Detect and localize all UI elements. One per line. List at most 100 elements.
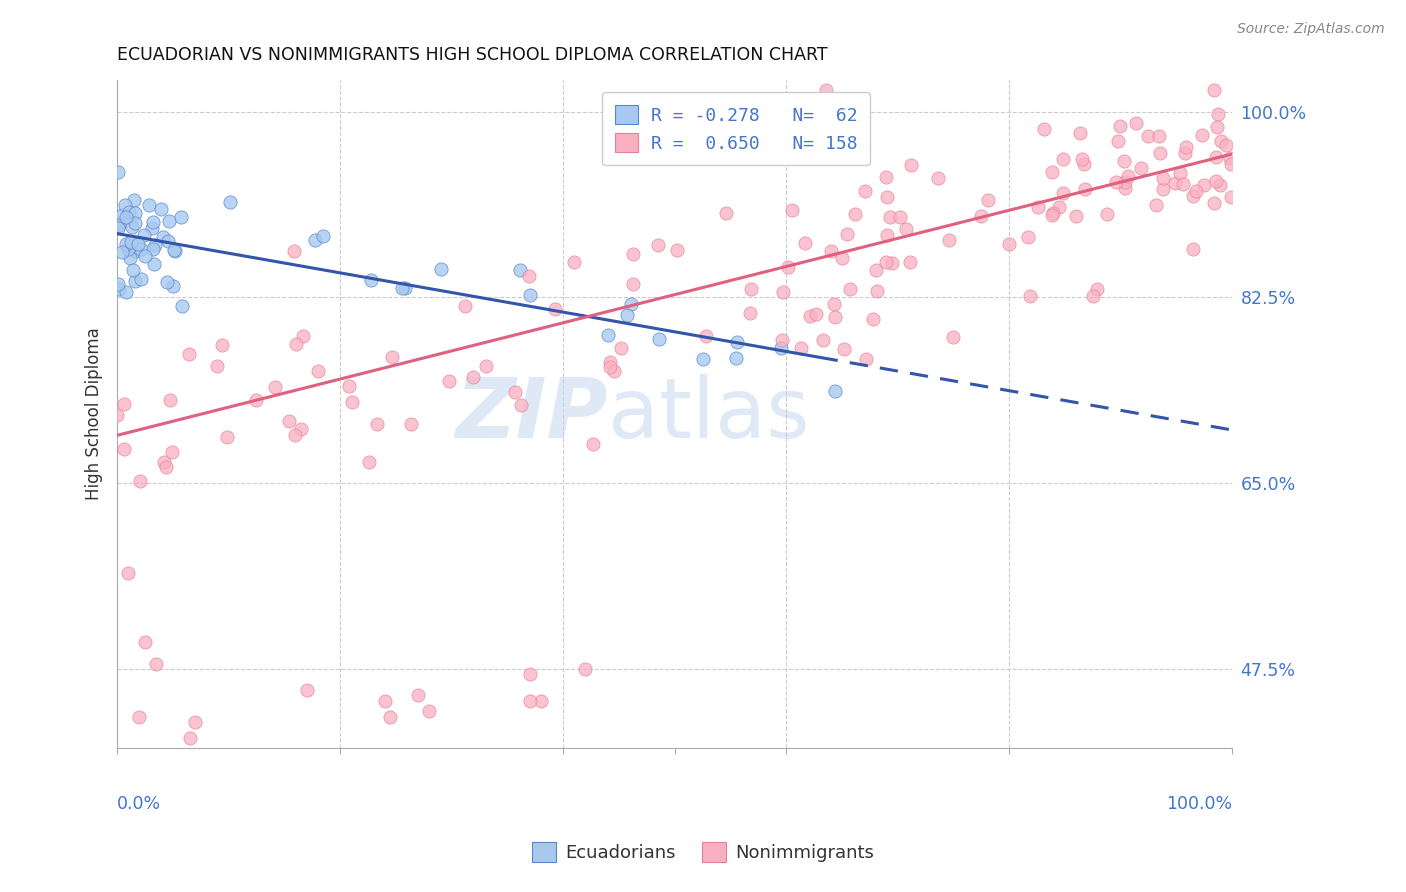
Point [1182, 189, 1205, 203]
Point [205, 359, 228, 374]
Point [519, 667, 541, 681]
Point [114, 198, 136, 212]
Point [889, 211, 911, 225]
Point [1109, 119, 1132, 133]
Point [143, 238, 166, 252]
Point [145, 657, 167, 671]
Point [1114, 175, 1136, 189]
Point [118, 205, 141, 219]
Point [1073, 156, 1095, 170]
Text: 100.0%: 100.0% [1166, 796, 1232, 814]
Point [304, 233, 326, 247]
Point [823, 296, 845, 310]
Point [610, 341, 633, 355]
Point [134, 635, 156, 649]
Point [596, 328, 619, 343]
Point [1174, 145, 1197, 160]
Point [461, 369, 484, 384]
Point [1017, 229, 1039, 244]
Point [283, 244, 305, 259]
Point [1173, 177, 1195, 191]
Point [107, 165, 129, 179]
Point [1164, 176, 1187, 190]
Point [108, 282, 131, 296]
Point [172, 299, 194, 313]
Point [896, 221, 918, 235]
Point [112, 397, 135, 411]
Point [157, 214, 180, 228]
Point [780, 203, 803, 218]
Point [118, 251, 141, 265]
Point [997, 237, 1019, 252]
Point [108, 218, 131, 232]
Point [970, 209, 993, 223]
Point [778, 260, 800, 275]
Point [855, 351, 877, 366]
Point [1175, 140, 1198, 154]
Point [1071, 152, 1094, 166]
Point [1191, 128, 1213, 142]
Point [114, 285, 136, 299]
Point [295, 683, 318, 698]
Point [114, 211, 136, 225]
Point [475, 359, 498, 373]
Point [942, 330, 965, 344]
Point [110, 244, 132, 259]
Point [128, 237, 150, 252]
Point [121, 220, 143, 235]
Point [1136, 128, 1159, 143]
Point [832, 342, 855, 356]
Point [245, 393, 267, 408]
Point [124, 205, 146, 219]
Point [814, 83, 837, 97]
Point [124, 194, 146, 208]
Point [124, 216, 146, 230]
Point [1202, 83, 1225, 97]
Point [824, 384, 846, 398]
Point [1152, 171, 1174, 186]
Point [366, 417, 388, 432]
Point [1047, 200, 1070, 214]
Point [360, 273, 382, 287]
Point [1202, 196, 1225, 211]
Point [150, 202, 173, 216]
Point [1168, 166, 1191, 180]
Point [1107, 134, 1129, 148]
Point [184, 714, 207, 729]
Point [337, 378, 360, 392]
Point [824, 310, 846, 324]
Point [312, 228, 335, 243]
Point [898, 255, 921, 269]
Point [790, 341, 813, 355]
Point [418, 704, 440, 718]
Point [853, 184, 876, 198]
Text: ECUADORIAN VS NONIMMIGRANTS HIGH SCHOOL DIPLOMA CORRELATION CHART: ECUADORIAN VS NONIMMIGRANTS HIGH SCHOOL … [117, 46, 828, 64]
Point [1130, 161, 1153, 175]
Point [1116, 169, 1139, 183]
Point [544, 301, 567, 316]
Point [799, 309, 821, 323]
Point [1042, 206, 1064, 220]
Point [772, 285, 794, 299]
Point [177, 347, 200, 361]
Point [1182, 242, 1205, 256]
Point [599, 354, 621, 368]
Point [794, 236, 817, 251]
Point [1215, 138, 1237, 153]
Point [876, 227, 898, 242]
Point [152, 230, 174, 244]
Point [1219, 190, 1241, 204]
Text: Source: ZipAtlas.com: Source: ZipAtlas.com [1237, 22, 1385, 37]
Point [875, 255, 897, 269]
Point [359, 454, 381, 468]
Point [620, 297, 643, 311]
Point [862, 312, 884, 326]
Point [724, 351, 747, 366]
Point [1032, 122, 1054, 136]
Point [603, 364, 626, 378]
Point [806, 307, 828, 321]
Point [1209, 178, 1232, 193]
Point [128, 709, 150, 723]
Point [1147, 128, 1170, 143]
Point [519, 694, 541, 708]
